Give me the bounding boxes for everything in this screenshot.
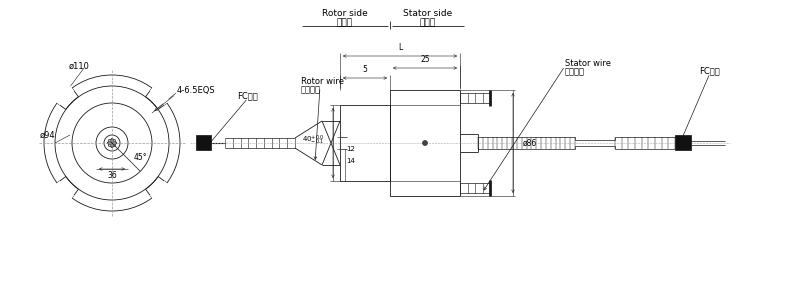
Circle shape (108, 139, 116, 147)
Text: 转子出线: 转子出线 (301, 86, 321, 95)
Text: 25: 25 (420, 56, 430, 65)
Text: Stator wire: Stator wire (565, 58, 611, 68)
Bar (340, 105, 390, 181)
Circle shape (108, 139, 116, 147)
Circle shape (108, 139, 116, 147)
Text: 转子边: 转子边 (337, 19, 353, 28)
Text: Rotor side: Rotor side (322, 8, 368, 17)
Bar (675, 135, 691, 150)
Circle shape (114, 144, 116, 147)
Text: 4-6.5EQS: 4-6.5EQS (177, 86, 216, 95)
Text: 5: 5 (362, 65, 367, 74)
Circle shape (108, 139, 110, 142)
Text: Rotor wire: Rotor wire (301, 77, 344, 86)
Text: FC接头: FC接头 (238, 91, 258, 100)
Circle shape (111, 142, 113, 144)
Text: Stator side: Stator side (403, 8, 453, 17)
Text: 12: 12 (346, 146, 355, 152)
Bar (196, 135, 211, 150)
Text: 定子边: 定子边 (420, 19, 436, 28)
Circle shape (108, 144, 110, 147)
Circle shape (114, 139, 116, 142)
Circle shape (108, 139, 116, 147)
Text: 定子出线: 定子出线 (565, 68, 585, 77)
Text: ø86: ø86 (523, 139, 538, 148)
Text: ø94: ø94 (40, 130, 56, 139)
Circle shape (422, 141, 427, 146)
Text: 45°: 45° (134, 152, 148, 162)
Text: $40^{+0.0}_{-0.1}$: $40^{+0.0}_{-0.1}$ (302, 133, 325, 147)
Circle shape (108, 139, 116, 147)
Circle shape (108, 139, 116, 147)
Bar (390, 90, 460, 196)
Circle shape (108, 139, 116, 147)
Circle shape (108, 139, 116, 147)
Text: ø110: ø110 (69, 61, 90, 70)
Text: 36: 36 (107, 171, 117, 180)
Text: L: L (398, 43, 402, 52)
Text: 14: 14 (346, 158, 355, 164)
Text: FC接头: FC接头 (700, 67, 720, 75)
